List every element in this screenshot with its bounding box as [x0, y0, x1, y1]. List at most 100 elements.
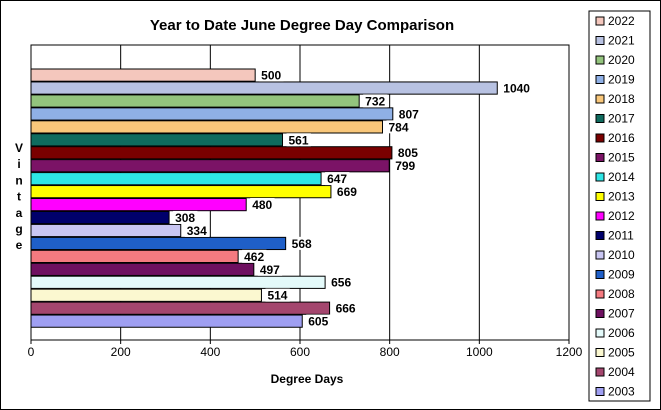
legend-label-2011: 2011	[608, 229, 634, 243]
data-label-bg	[265, 288, 290, 302]
bar-2019	[30, 107, 394, 121]
legend-swatch-2004	[595, 367, 605, 377]
legend-swatch-2016	[595, 133, 605, 143]
data-label-bg	[257, 262, 283, 276]
data-label-bg	[386, 120, 411, 134]
legend-label-2003: 2003	[608, 385, 635, 399]
legend: 2022 2021 2020 2019 2018 2017 2016 2015 2014 2013…	[588, 10, 651, 402]
data-label-bg	[259, 68, 284, 82]
data-label-bg	[184, 223, 210, 237]
bar-2021	[30, 81, 498, 95]
bar-2008	[30, 249, 239, 264]
bar-2010	[30, 223, 182, 238]
bar-2022	[30, 68, 256, 82]
data-label-bg	[363, 94, 388, 108]
data-label-2009: 568	[292, 237, 312, 251]
legend-label-2016: 2016	[608, 131, 635, 145]
bar-2004	[30, 301, 331, 315]
legend-swatch-2015	[595, 153, 605, 162]
data-label-bg	[242, 249, 267, 263]
data-label-bg	[333, 301, 358, 315]
data-label-2012: 480	[252, 198, 272, 212]
x-tick-label: 400	[200, 345, 220, 359]
bar-2005	[30, 288, 262, 302]
legend-label-2008: 2008	[608, 287, 635, 301]
bars	[30, 68, 498, 328]
data-label-bg	[306, 314, 331, 328]
y-axis-label-letter: t	[17, 190, 21, 204]
x-tick-label: 1000	[466, 345, 493, 359]
bar-2017	[30, 133, 284, 147]
legend-label-2021: 2021	[608, 34, 635, 48]
data-label-bg	[250, 198, 275, 211]
legend-swatch-2007	[595, 309, 605, 318]
bar-2020	[30, 94, 360, 108]
data-label-2005: 514	[267, 289, 287, 303]
legend-box	[588, 10, 651, 402]
y-axis-label-letter: V	[15, 141, 23, 155]
legend-label-2006: 2006	[608, 326, 635, 340]
data-label-2017: 561	[289, 133, 309, 147]
legend-swatch-2013	[595, 192, 605, 201]
legend-swatch-2006	[595, 328, 605, 338]
data-label-2021: 1040	[503, 81, 530, 95]
bar-2012	[30, 198, 247, 212]
legend-label-2022: 2022	[608, 14, 635, 28]
legend-swatch-2003	[595, 387, 605, 396]
legend-label-2009: 2009	[608, 268, 635, 282]
data-label-2015: 799	[395, 159, 415, 173]
x-axis-label: Degree Days	[271, 372, 344, 386]
data-label-bg	[393, 159, 418, 173]
legend-label-2019: 2019	[608, 73, 635, 87]
x-tick-label: 1200	[556, 345, 583, 359]
data-label-bg	[173, 210, 198, 224]
data-label-2019: 807	[399, 107, 419, 121]
x-tick-label: 0	[28, 345, 35, 359]
legend-swatch-2005	[595, 348, 605, 357]
x-tick-label: 800	[380, 345, 400, 359]
legend-swatch-2018	[595, 94, 605, 104]
data-label-2006: 656	[331, 276, 351, 290]
data-label-2016: 805	[398, 146, 418, 160]
y-axis-label-letter: e	[16, 238, 23, 252]
data-label-bg	[501, 81, 533, 95]
legend-swatch-2009	[595, 270, 605, 279]
data-label-2020: 732	[365, 94, 385, 108]
legend-swatch-2012	[595, 211, 605, 221]
data-label-2008: 462	[244, 250, 264, 264]
x-axis-ticks: 0 200 400 600 800 1000 1200	[28, 340, 583, 359]
data-label-bg	[395, 146, 421, 160]
data-label-2007: 497	[260, 263, 280, 277]
x-tick-label: 200	[111, 345, 131, 359]
bar-2016	[30, 146, 393, 160]
y-axis-label-letter: g	[15, 222, 22, 236]
y-axis-label-letter: n	[15, 173, 22, 187]
data-label-2011: 308	[175, 211, 195, 225]
chart-title: Year to Date June Degree Day Comparison	[150, 17, 454, 34]
y-axis-label-letter: a	[16, 206, 23, 220]
bar-2006	[30, 275, 326, 289]
data-label-2004: 666	[336, 302, 356, 316]
data-label-bg	[334, 185, 360, 199]
data-label-2010: 334	[187, 224, 207, 238]
legend-swatch-2020	[595, 55, 605, 65]
data-label-2014: 647	[327, 172, 347, 186]
legend-swatch-2019	[595, 75, 605, 84]
legend-label-2014: 2014	[608, 170, 635, 184]
legend-swatch-2017	[595, 114, 605, 123]
data-label-2003: 605	[308, 315, 328, 329]
legend-label-2013: 2013	[608, 190, 635, 204]
bar-2011	[30, 210, 170, 225]
bar-2007	[30, 262, 255, 276]
legend-swatch-2011	[595, 231, 605, 240]
legend-label-2018: 2018	[608, 92, 635, 106]
legend-label-2007: 2007	[608, 307, 635, 321]
legend-label-2017: 2017	[608, 112, 635, 126]
legend-label-2020: 2020	[608, 53, 635, 67]
bar-2009	[30, 236, 287, 251]
legend-swatch-2008	[595, 289, 605, 299]
legend-label-2005: 2005	[608, 346, 635, 360]
